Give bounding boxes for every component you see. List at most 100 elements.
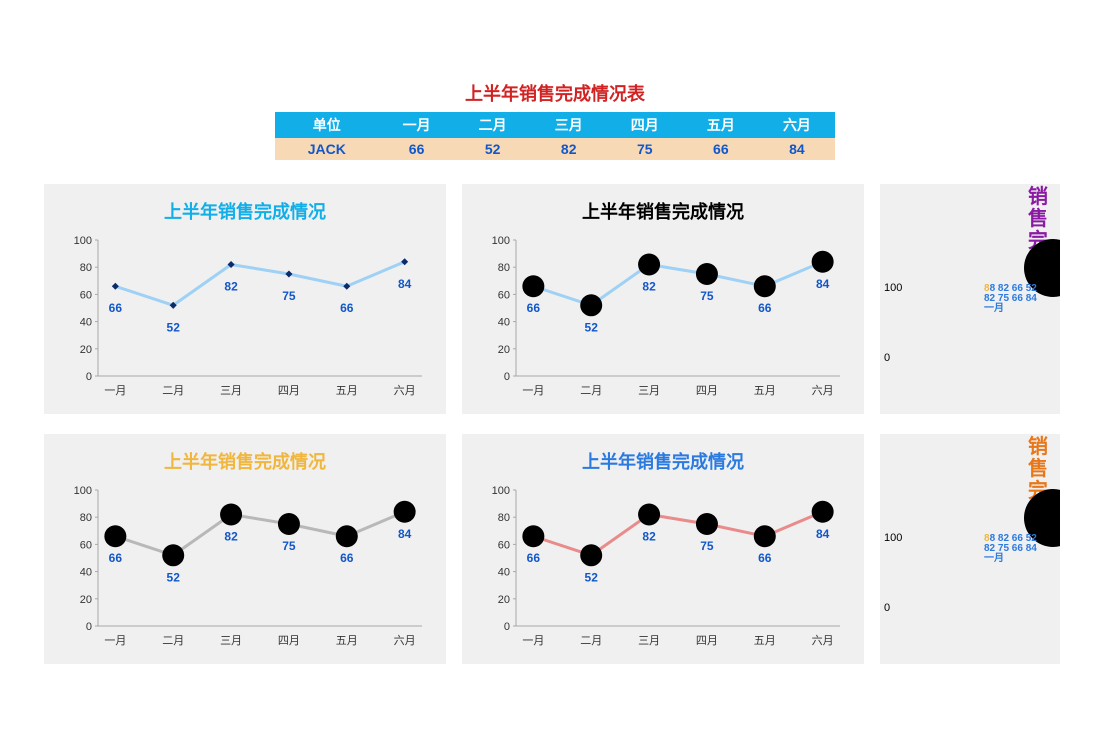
svg-text:四月: 四月 (278, 385, 300, 397)
svg-text:三月: 三月 (638, 635, 660, 647)
svg-text:66: 66 (527, 301, 541, 315)
svg-text:75: 75 (282, 289, 296, 303)
mini-ytick: 0 (884, 352, 890, 364)
mini-value-clutter: 88 82 66 52 82 75 66 84 一月 (984, 284, 1040, 314)
table-header-row: 单位一月二月三月四月五月六月 (275, 112, 835, 138)
page-root: 上半年销售完成情况表 单位一月二月三月四月五月六月 JACK6652827566… (0, 0, 1110, 731)
table-header-cell: 三月 (531, 112, 607, 138)
svg-text:84: 84 (816, 527, 830, 541)
table-cell: 82 (531, 138, 607, 160)
svg-text:75: 75 (700, 289, 714, 303)
svg-text:0: 0 (504, 621, 510, 633)
svg-text:75: 75 (700, 539, 714, 553)
chart-title: 上半年销售完成情况 (44, 184, 446, 224)
svg-text:六月: 六月 (394, 384, 416, 397)
svg-text:一月: 一月 (522, 635, 544, 647)
table-header-cell: 六月 (759, 112, 835, 138)
chart-body: 02040608010066一月52二月82三月75四月66五月84六月 (480, 232, 850, 402)
svg-text:84: 84 (816, 277, 830, 291)
svg-text:20: 20 (498, 594, 510, 606)
svg-text:二月: 二月 (580, 635, 602, 647)
svg-text:二月: 二月 (162, 385, 184, 397)
table-cell: 52 (455, 138, 531, 160)
table-header-cell: 一月 (379, 112, 455, 138)
svg-text:82: 82 (642, 279, 656, 293)
svg-text:66: 66 (109, 551, 123, 565)
svg-text:52: 52 (167, 570, 181, 584)
chart-panel-3: 上半年销售完成情况 02040608010066一月52二月82三月75四月66… (44, 434, 446, 664)
svg-text:四月: 四月 (696, 635, 718, 647)
svg-text:80: 80 (498, 512, 510, 524)
data-table: 单位一月二月三月四月五月六月 JACK665282756684 (275, 112, 835, 160)
table-header-cell: 单位 (275, 112, 379, 138)
charts-grid: 上半年销售完成情况 0 20 40 60 80 100 66 一月 52 二月 82 三月 75 四月 66… (0, 184, 1110, 664)
svg-text:52: 52 (585, 320, 599, 334)
svg-text:六月: 六月 (812, 384, 834, 397)
main-title: 上半年销售完成情况表 (0, 80, 1110, 106)
mini-ytick: 100 (884, 532, 902, 544)
svg-text:40: 40 (80, 567, 92, 579)
svg-text:三月: 三月 (220, 385, 242, 397)
mini-ytick: 100 (884, 282, 902, 294)
svg-text:三月: 三月 (638, 385, 660, 397)
svg-text:52: 52 (585, 570, 599, 584)
svg-text:三月: 三月 (220, 635, 242, 647)
svg-text:75: 75 (282, 539, 296, 553)
chart-panel-1: 上半年销售完成情况 02040608010066一月52二月82三月75四月66… (44, 184, 446, 414)
svg-text:一月: 一月 (104, 385, 126, 397)
svg-text:84: 84 (398, 277, 412, 291)
table-cell: 84 (759, 138, 835, 160)
svg-text:100: 100 (492, 485, 510, 497)
mini-panel-1: 销售完成100088 82 66 52 82 75 66 84 一月 (880, 184, 1060, 414)
chart-title: 上半年销售完成情况 (462, 434, 864, 474)
svg-text:二月: 二月 (162, 635, 184, 647)
table-cell: 75 (607, 138, 683, 160)
svg-text:60: 60 (498, 539, 510, 551)
table-header-cell: 二月 (455, 112, 531, 138)
table-header-cell: 四月 (607, 112, 683, 138)
svg-text:66: 66 (340, 551, 354, 565)
chart-panel-2: 上半年销售完成情况 02040608010066一月52二月82三月75四月66… (462, 184, 864, 414)
chart-panel-4: 上半年销售完成情况 02040608010066一月52二月82三月75四月66… (462, 434, 864, 664)
svg-text:52: 52 (167, 320, 181, 334)
svg-text:66: 66 (340, 301, 354, 315)
svg-text:20: 20 (498, 344, 510, 356)
svg-text:六月: 六月 (812, 634, 834, 647)
svg-text:100: 100 (74, 485, 92, 497)
svg-text:五月: 五月 (336, 385, 358, 397)
svg-text:四月: 四月 (278, 635, 300, 647)
chart-body: 02040608010066一月52二月82三月75四月66五月84六月 (62, 482, 432, 652)
svg-text:六月: 六月 (394, 634, 416, 647)
svg-text:五月: 五月 (754, 635, 776, 647)
table-cell: 66 (683, 138, 759, 160)
chart-body: 02040608010066一月52二月82三月75四月66五月84六月 (480, 482, 850, 652)
svg-text:82: 82 (224, 279, 238, 293)
svg-text:100: 100 (492, 235, 510, 247)
table-cell: 66 (379, 138, 455, 160)
svg-text:40: 40 (498, 317, 510, 329)
chart-body: 02040608010066一月52二月82三月75四月66五月84六月 (62, 232, 432, 402)
svg-text:20: 20 (80, 594, 92, 606)
svg-text:0: 0 (504, 371, 510, 383)
table-header-cell: 五月 (683, 112, 759, 138)
svg-text:60: 60 (80, 539, 92, 551)
svg-text:一月: 一月 (522, 385, 544, 397)
svg-text:82: 82 (224, 529, 238, 543)
mini-value-clutter: 88 82 66 52 82 75 66 84 一月 (984, 534, 1040, 564)
svg-text:60: 60 (80, 289, 92, 301)
svg-text:80: 80 (498, 262, 510, 274)
mini-panel-2: 销售完成100088 82 66 52 82 75 66 84 一月 (880, 434, 1060, 664)
svg-text:84: 84 (398, 527, 412, 541)
svg-text:四月: 四月 (696, 385, 718, 397)
svg-text:一月: 一月 (104, 635, 126, 647)
svg-text:五月: 五月 (754, 385, 776, 397)
svg-text:100: 100 (74, 235, 92, 247)
svg-text:40: 40 (80, 317, 92, 329)
svg-text:66: 66 (527, 551, 541, 565)
mini-ytick: 0 (884, 602, 890, 614)
svg-text:80: 80 (80, 512, 92, 524)
svg-text:82: 82 (642, 529, 656, 543)
table-row: JACK665282756684 (275, 138, 835, 160)
svg-text:66: 66 (758, 301, 772, 315)
svg-text:66: 66 (758, 551, 772, 565)
